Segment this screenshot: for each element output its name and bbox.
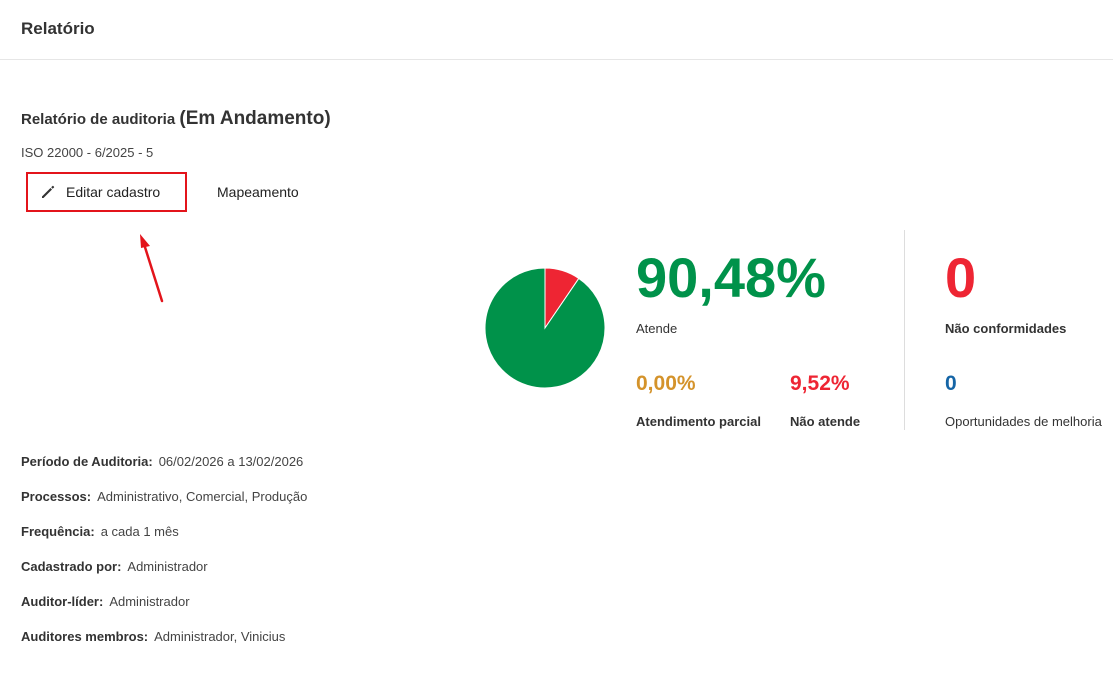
atende-percentage: 90,48% — [636, 246, 826, 309]
nao-conformidades-label: Não conformidades — [945, 321, 1067, 336]
oportunidades-label: Oportunidades de melhoria — [945, 414, 1102, 429]
detail-key: Frequência: — [21, 524, 95, 539]
nao-atende-label: Não atende — [790, 414, 861, 429]
report-title-text: Relatório de auditoria — [21, 111, 176, 128]
detail-value: a cada 1 mês — [100, 524, 179, 539]
detail-lead-auditor: Auditor-líder: Administrador — [21, 594, 190, 609]
parcial-percentage: 0,00% — [636, 372, 696, 395]
detail-value: Administrador, Vinicius — [154, 629, 286, 644]
detail-value: Administrador — [109, 594, 190, 609]
nao-atende-percentage: 9,52% — [790, 372, 850, 395]
page-header: Relatório — [0, 0, 1113, 60]
stats-divider — [904, 230, 905, 430]
detail-value: Administrador — [127, 559, 208, 574]
detail-key: Período de Auditoria: — [21, 454, 153, 469]
red-arrow-icon — [140, 234, 164, 303]
report-title: Relatório de auditoria (Em Andamento) — [21, 108, 331, 130]
report-status: (Em Andamento) — [179, 108, 331, 129]
page-title: Relatório — [21, 19, 95, 38]
detail-key: Auditor-líder: — [21, 594, 104, 609]
detail-key: Processos: — [21, 489, 92, 504]
pie-slices — [484, 267, 606, 389]
atende-label: Atende — [636, 321, 678, 336]
mapping-label: Mapeamento — [217, 184, 299, 200]
detail-key: Cadastrado por: — [21, 559, 122, 574]
pie-slice-atende — [484, 267, 606, 389]
detail-key: Auditores membros: — [21, 629, 149, 644]
detail-member-auditors: Auditores membros: Administrador, Viniciu… — [21, 629, 285, 644]
oportunidades-count: 0 — [945, 372, 957, 395]
detail-value: Administrativo, Comercial, Produção — [97, 489, 308, 504]
detail-value: 06/02/2026 a 13/02/2026 — [158, 454, 304, 469]
detail-frequency: Frequência: a cada 1 mês — [21, 524, 179, 539]
detail-registered-by: Cadastrado por: Administrador — [21, 559, 208, 574]
edit-registration-button[interactable]: Editar cadastro — [26, 172, 187, 212]
report-subtitle: ISO 22000 - 6/2025 - 5 — [21, 145, 154, 160]
nao-conformidades-count: 0 — [945, 246, 977, 309]
edit-registration-label: Editar cadastro — [66, 184, 161, 200]
parcial-label: Atendimento parcial — [636, 414, 761, 429]
detail-audit-period: Período de Auditoria: 06/02/2026 a 13/02/… — [21, 454, 303, 469]
mapping-button[interactable]: Mapeamento — [217, 172, 299, 212]
detail-processes: Processos: Administrativo, Comercial, Pro… — [21, 489, 307, 504]
compliance-pie-chart — [484, 267, 606, 389]
pencil-icon — [42, 185, 55, 198]
